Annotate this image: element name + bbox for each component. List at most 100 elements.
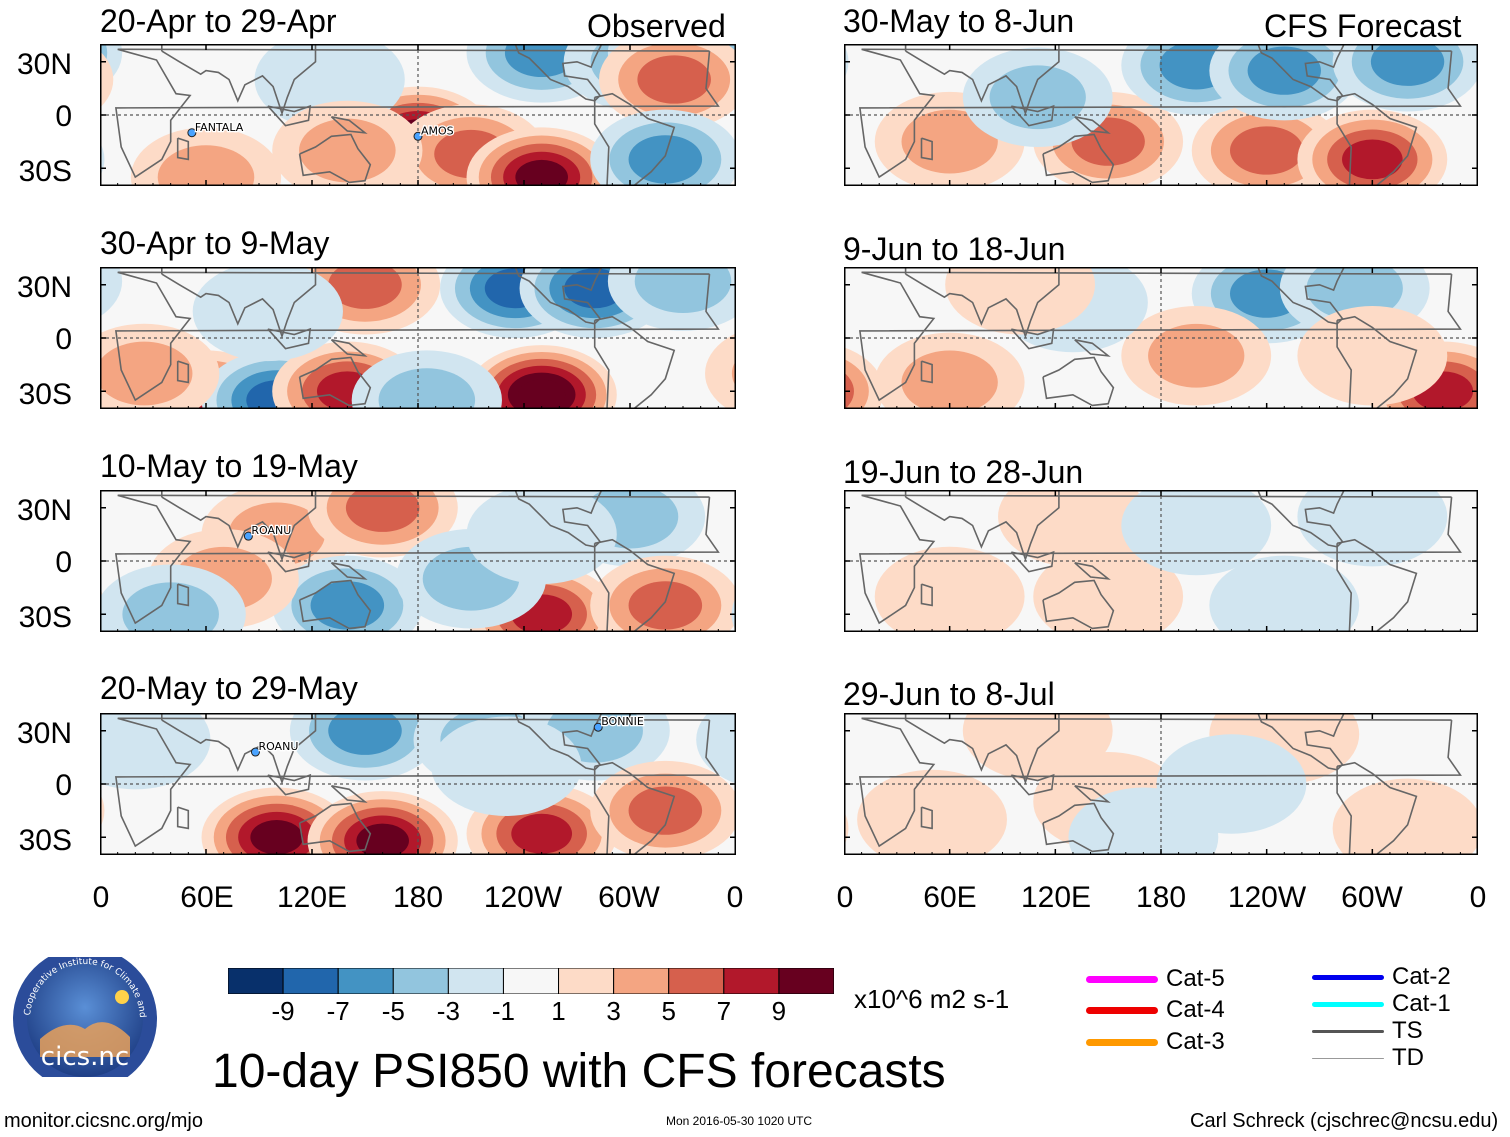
coastline bbox=[298, 133, 372, 184]
anomaly-contour bbox=[874, 546, 1025, 632]
anomaly-contour bbox=[157, 145, 255, 186]
coastline bbox=[267, 104, 312, 127]
logo-land bbox=[40, 1022, 130, 1057]
anomaly-contour bbox=[628, 581, 703, 630]
storm-legend-line bbox=[1086, 1006, 1158, 1014]
colorbar-label: -5 bbox=[381, 996, 405, 1026]
coastline bbox=[1042, 802, 1115, 853]
colorbar-bin bbox=[558, 968, 615, 994]
anomaly-contour bbox=[628, 786, 703, 835]
colorbar-label: 1 bbox=[551, 996, 566, 1026]
cics-logo: Cooperative Institute for Climate and Sa… bbox=[10, 957, 157, 1077]
colorbar-label: -9 bbox=[271, 996, 295, 1026]
coastline bbox=[514, 713, 603, 771]
coastline bbox=[267, 550, 312, 573]
colorbar-label: -1 bbox=[491, 996, 516, 1026]
coastline bbox=[904, 490, 1060, 562]
coastline bbox=[1042, 579, 1115, 630]
storm-track-icon bbox=[243, 531, 253, 541]
y-tick-label: 30N bbox=[16, 717, 72, 750]
anomaly-cell bbox=[1297, 306, 1448, 406]
anomaly-cell bbox=[307, 791, 458, 855]
coastline bbox=[1010, 550, 1055, 573]
x-tick-label: 120W bbox=[483, 881, 563, 914]
anomaly-contour bbox=[696, 713, 736, 784]
x-tick-label: 0 bbox=[1469, 881, 1487, 914]
coastline bbox=[160, 267, 317, 339]
coastline bbox=[114, 271, 720, 402]
anomaly-contour bbox=[1148, 323, 1245, 388]
anomaly-cell bbox=[351, 350, 502, 409]
anomaly-contour bbox=[518, 379, 566, 409]
panel-title: 19-Jun to 28-Jun bbox=[843, 454, 1084, 490]
storm-marker: ROANU bbox=[250, 739, 300, 757]
coastline bbox=[1010, 104, 1055, 127]
colorbar-bin bbox=[447, 968, 504, 994]
storm-name: BONNIE bbox=[601, 715, 644, 728]
panel-title: 9-Jun to 18-Jun bbox=[843, 231, 1066, 267]
y-tick-label: 30N bbox=[16, 48, 72, 81]
anomaly-cell bbox=[962, 47, 1113, 147]
anomaly-cell bbox=[1297, 109, 1448, 186]
coastline bbox=[920, 137, 933, 161]
anomaly-cell bbox=[1156, 734, 1307, 834]
coastline bbox=[176, 137, 190, 161]
storm-legend-line bbox=[1312, 1001, 1384, 1007]
colorbar bbox=[228, 968, 834, 994]
coastline bbox=[904, 713, 1060, 785]
anomaly-contour bbox=[1209, 555, 1360, 632]
anomaly-contour bbox=[989, 65, 1086, 130]
coastline bbox=[920, 583, 933, 607]
coastline bbox=[858, 271, 1462, 402]
coastline bbox=[1074, 785, 1111, 803]
anomaly-contour bbox=[962, 713, 1113, 781]
storm-legend-line bbox=[1312, 1057, 1384, 1059]
y-tick-label: 0 bbox=[55, 100, 72, 133]
anomaly-contour bbox=[1342, 139, 1403, 180]
coastline bbox=[176, 360, 190, 384]
storm-legend-label: Cat-2 bbox=[1392, 963, 1451, 990]
psi-map-observed: FANTALA AMOS bbox=[100, 44, 736, 186]
colorbar-label: 3 bbox=[606, 996, 621, 1026]
storm-marker: AMOS bbox=[413, 123, 455, 141]
x-tick-label: 0 bbox=[92, 881, 110, 914]
storm-track-icon bbox=[250, 747, 260, 757]
coastline bbox=[1257, 713, 1345, 771]
coastline bbox=[514, 44, 603, 102]
anomaly-cell bbox=[289, 713, 441, 781]
y-tick-label: 30N bbox=[16, 271, 72, 304]
y-tick-label: 30S bbox=[18, 155, 72, 188]
coastline bbox=[1336, 315, 1418, 409]
coastline bbox=[330, 785, 368, 803]
anomaly-cell bbox=[874, 546, 1025, 632]
panel-title: 10-May to 19-May bbox=[100, 448, 358, 484]
y-tick-label: 0 bbox=[55, 323, 72, 356]
storm-name: ROANU bbox=[258, 740, 298, 753]
storm-legend-label: Cat-3 bbox=[1166, 1028, 1225, 1055]
anomaly-contour bbox=[515, 159, 568, 186]
coastline bbox=[1010, 773, 1055, 796]
panel-title: 20-May to 29-May bbox=[100, 670, 358, 706]
colorbar-bin bbox=[613, 968, 670, 994]
storm-legend-line bbox=[1086, 1038, 1158, 1046]
storm-legend-label: Cat-5 bbox=[1166, 965, 1225, 992]
anomaly-contour bbox=[1332, 778, 1478, 855]
coastline bbox=[298, 802, 372, 853]
storm-legend-line bbox=[1312, 1029, 1384, 1033]
y-tick-label: 0 bbox=[55, 769, 72, 802]
coastline bbox=[1074, 116, 1111, 134]
observed-label: Observed bbox=[587, 8, 726, 44]
x-tick-label: 60E bbox=[923, 881, 977, 914]
coastline bbox=[114, 494, 720, 625]
figure-title: 10-day PSI850 with CFS forecasts bbox=[212, 1045, 946, 1098]
colorbar-label: 7 bbox=[716, 996, 732, 1026]
coastline bbox=[1257, 44, 1345, 102]
x-tick-label: 60W bbox=[1341, 881, 1403, 914]
anomaly-contour bbox=[328, 267, 402, 309]
y-tick-label: 30S bbox=[18, 824, 72, 857]
panel-title: 20-Apr to 29-Apr bbox=[100, 3, 337, 39]
coastline bbox=[1336, 538, 1418, 632]
storm-legend-label: Cat-1 bbox=[1392, 990, 1451, 1017]
coastline bbox=[114, 48, 720, 179]
coastline bbox=[160, 713, 317, 785]
